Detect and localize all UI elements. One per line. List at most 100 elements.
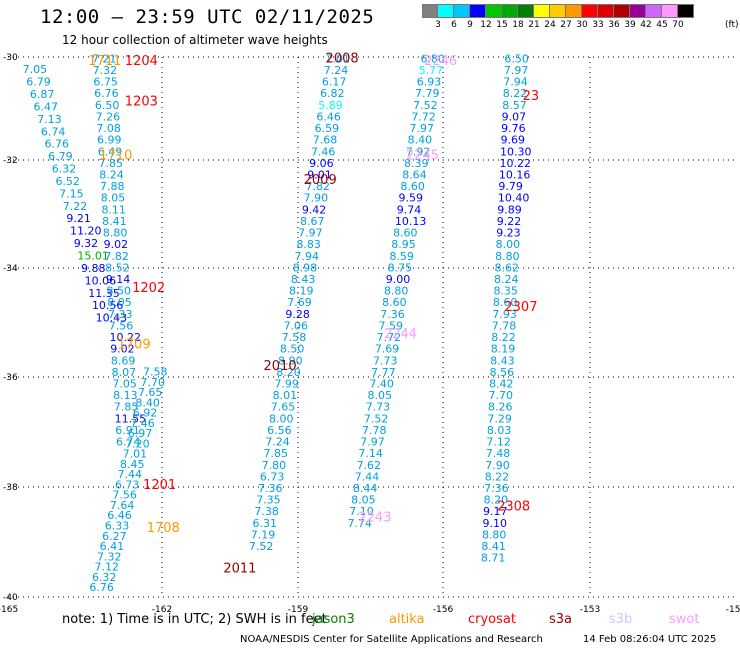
wave-height-value: 8.01 <box>273 389 298 402</box>
wave-height-value: 8.22 <box>503 87 528 100</box>
wave-height-value: 8.22 <box>485 470 510 483</box>
wave-height-value: 6.76 <box>94 87 119 100</box>
wave-height-value: 8.05 <box>101 192 126 205</box>
wave-height-value: 7.14 <box>358 447 383 460</box>
pass-time-label: 2244 <box>384 327 417 342</box>
color-scale-label: 36 <box>608 20 620 30</box>
wave-height-value: 7.73 <box>366 401 391 414</box>
color-scale-label: 3 <box>435 20 441 30</box>
chart-grid <box>8 56 738 598</box>
wave-height-value: 7.24 <box>324 64 349 77</box>
wave-height-value: 8.00 <box>269 412 294 425</box>
wave-height-value: 8.95 <box>391 238 416 251</box>
wave-height-value: 9.76 <box>501 122 526 135</box>
wave-height-value: 8.43 <box>490 354 515 367</box>
wave-height-value: 7.65 <box>138 386 163 399</box>
color-scale-swatch <box>518 4 534 18</box>
legend-item-s3a: s3a <box>549 612 573 627</box>
wave-height-value: 9.01 <box>307 169 332 182</box>
wave-height-value: 10.06 <box>85 274 117 287</box>
wave-height-value: 8.60 <box>393 227 418 240</box>
pass-time-label: 1204 <box>125 54 158 69</box>
wave-height-value: 7.69 <box>375 343 400 356</box>
wave-height-value: 7.77 <box>371 366 396 379</box>
wave-height-value: 8.80 <box>103 227 128 240</box>
pass-time-label: 2011 <box>223 562 256 577</box>
credit-line: NOAA/NESDIS Center for Satellite Applica… <box>240 634 543 645</box>
wave-height-value: 9.02 <box>104 238 129 251</box>
wave-height-value: 6.32 <box>52 163 77 176</box>
pass-time-label: 23 <box>523 89 540 104</box>
wave-height-value: 9.07 <box>502 110 526 123</box>
footer-note: note: 1) Time is in UTC; 2) SWH is in fe… <box>62 612 327 627</box>
wave-height-value: 7.52 <box>249 540 274 553</box>
wave-height-value: 6.79 <box>48 150 73 163</box>
wave-height-value: 9.32 <box>74 237 99 250</box>
wave-height-value: 7.90 <box>304 192 329 205</box>
wave-height-value: 7.79 <box>415 87 440 100</box>
wave-height-value: 9.14 <box>106 273 131 286</box>
y-tick-label: -36 <box>3 373 18 383</box>
x-tick-label: -153 <box>580 605 600 615</box>
wave-height-value: 7.94 <box>503 76 528 89</box>
wave-height-value: 9.79 <box>498 180 523 193</box>
wave-height-value: 7.46 <box>130 417 155 430</box>
wave-height-value: 7.52 <box>364 412 389 425</box>
color-scale-swatch <box>470 4 486 18</box>
wave-height-value: 8.13 <box>113 389 137 402</box>
wave-height-value: 8.80 <box>482 528 507 541</box>
wave-height-value: 6.33 <box>105 520 130 533</box>
wave-height-value: 7.20 <box>125 437 150 450</box>
wave-height-value: 7.68 <box>313 134 338 147</box>
wave-height-value: 9.00 <box>386 273 411 286</box>
wave-height-value: 7.29 <box>487 412 512 425</box>
wave-height-value: 10.22 <box>499 157 531 170</box>
wave-height-value: 7.48 <box>486 447 511 460</box>
wave-height-value: 7.44 <box>118 468 143 481</box>
wave-height-value: 6.80 <box>420 52 445 65</box>
wave-height-value: 7.59 <box>378 319 403 332</box>
wave-height-value: 7.35 <box>256 494 281 507</box>
wave-height-value: 6.79 <box>26 76 51 89</box>
wave-height-value: 8.35 <box>493 285 518 298</box>
wave-height-value: 7.05 <box>112 377 137 390</box>
color-scale-swatch <box>550 4 566 18</box>
wave-height-value: 5.89 <box>318 99 343 112</box>
wave-height-value: 7.82 <box>305 180 330 193</box>
color-scale-label: 6 <box>451 20 457 30</box>
pass-time-label: 1708 <box>147 521 180 536</box>
wave-height-value: 10.30 <box>500 145 532 158</box>
y-tick-label: -34 <box>3 264 18 274</box>
x-tick-label: -156 <box>433 605 454 615</box>
wave-height-value: 6.50 <box>95 99 120 112</box>
wave-height-value: 6.56 <box>267 424 292 437</box>
wave-height-value: 8.26 <box>488 401 512 414</box>
wave-height-value: 7.58 <box>282 331 307 344</box>
pass-time-label: 2010 <box>264 359 297 374</box>
wave-height-value: 6.91 <box>115 424 140 437</box>
wave-height-value: 8.40 <box>408 134 433 147</box>
wave-height-value: 9.28 <box>285 308 310 321</box>
wave-height-value: 7.80 <box>262 459 287 472</box>
wave-height-value: 7.01 <box>326 52 351 65</box>
color-scale-label: 21 <box>528 20 540 30</box>
wave-height-value: 8.43 <box>291 273 316 286</box>
pass-time-label: 1711 <box>88 54 121 69</box>
wave-height-value: 9.88 <box>81 262 106 275</box>
x-tick-label: -159 <box>288 605 309 615</box>
wave-height-value: 7.36 <box>380 308 405 321</box>
wave-height-value: 7.22 <box>63 200 88 213</box>
wave-height-value: 6.46 <box>107 509 132 522</box>
wave-height-value: 6.76 <box>89 581 114 594</box>
color-scale-label: 27 <box>560 20 572 30</box>
wave-height-value: 8.52 <box>105 261 130 274</box>
wave-height-value: 9.59 <box>399 192 424 205</box>
wave-height-value: 8.60 <box>382 296 407 309</box>
wave-height-value: 6.74 <box>116 436 141 449</box>
y-tick-label: -32 <box>3 156 18 166</box>
wave-height-value: 6.82 <box>320 87 345 100</box>
wave-height-value: 8.62 <box>495 261 520 274</box>
color-scale-labels: 3 6 9 12 15 18 21 24 27 30 33 36 39 42 45 70 <box>422 18 694 32</box>
color-scale-swatch <box>422 4 438 18</box>
wave-height-value: 7.85 <box>99 157 124 170</box>
